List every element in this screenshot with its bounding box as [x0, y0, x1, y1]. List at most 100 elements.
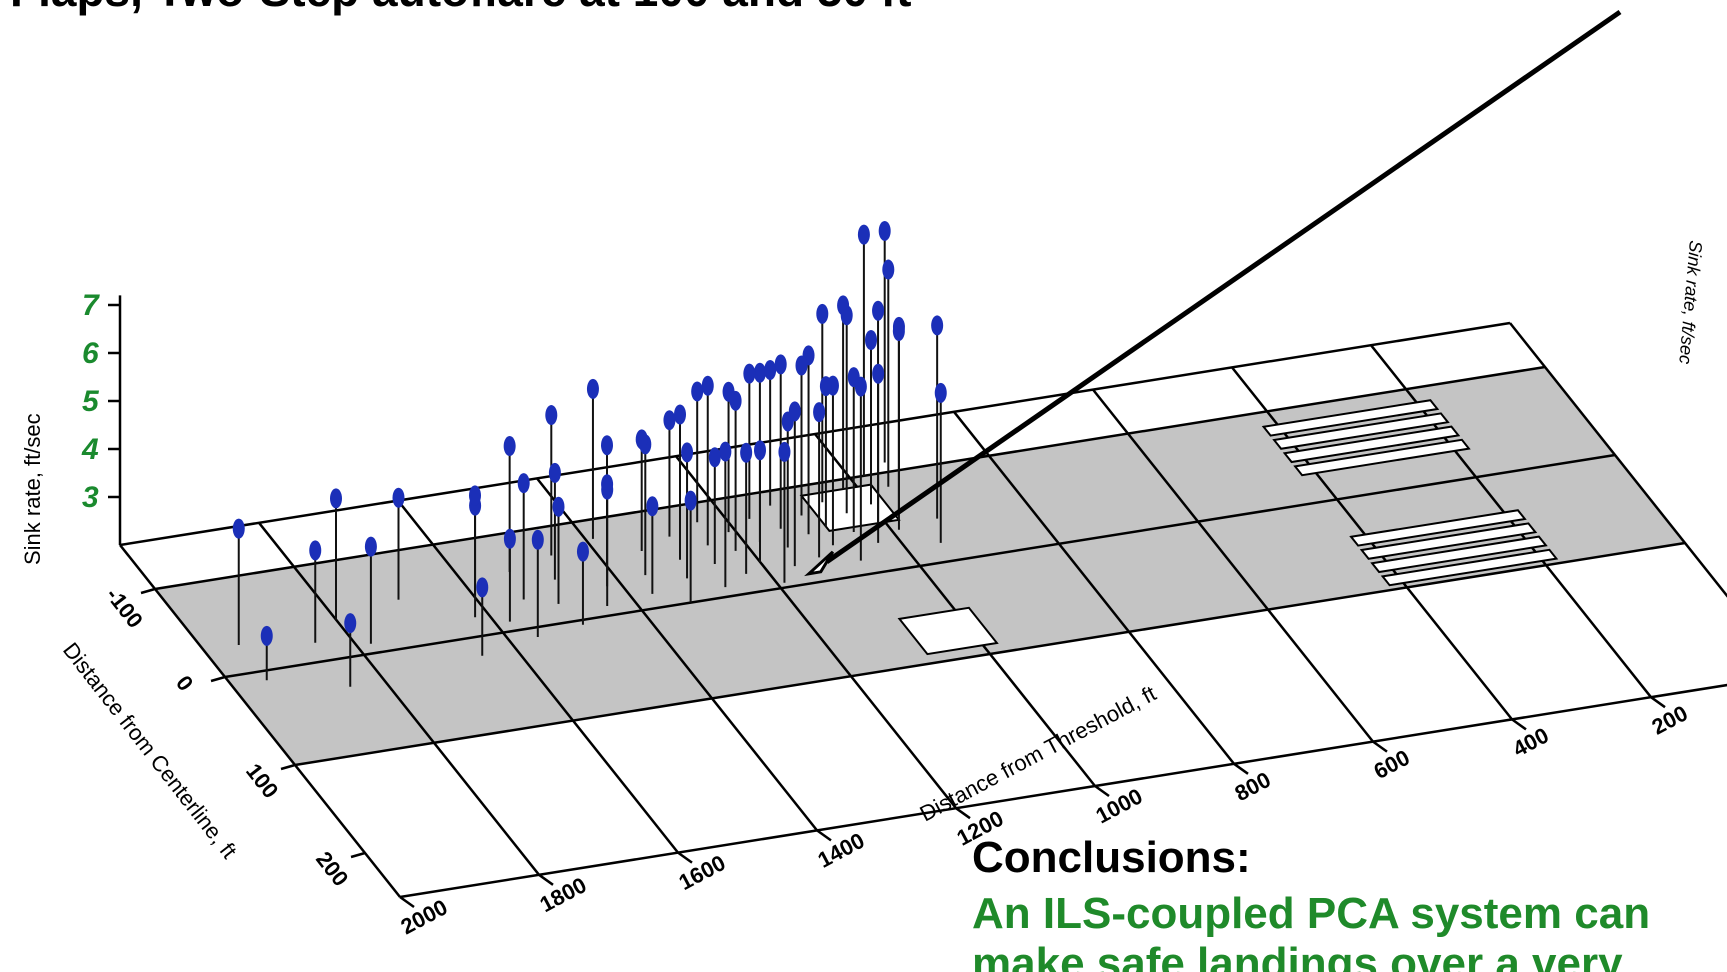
grid-line-y — [224, 453, 1616, 679]
y-tick-label: 0 — [171, 671, 198, 696]
data-point — [795, 355, 808, 376]
grid-line-x — [675, 455, 957, 809]
chart-title: Flaps, Two-Step autoflare at 100 and 50 … — [10, 0, 911, 16]
data-point — [743, 363, 756, 384]
runway-markings — [799, 399, 1559, 656]
y-tick-label: 100 — [241, 759, 283, 803]
conclusions-line-1: An ILS-coupled PCA system can — [972, 889, 1650, 938]
grid-line-x — [1092, 388, 1374, 743]
arrowhead — [804, 550, 835, 577]
x-tick — [816, 829, 832, 842]
data-point — [503, 528, 516, 549]
x-tick-label: 200 — [1648, 700, 1692, 739]
x-tick — [538, 873, 554, 886]
x-tick — [1094, 784, 1110, 798]
data-point — [545, 405, 558, 426]
data-point — [364, 536, 377, 557]
threshold-bar — [1349, 509, 1527, 547]
data-point — [601, 474, 614, 495]
data-point — [934, 382, 947, 403]
arrow-shaft — [825, 9, 1622, 564]
data-point — [719, 441, 732, 462]
data-point — [892, 321, 905, 342]
data-point — [774, 354, 787, 375]
threshold-bar — [1272, 412, 1450, 450]
threshold-bar — [1293, 438, 1471, 477]
data-point — [684, 490, 697, 511]
data-point — [819, 376, 832, 397]
grid-line-x — [397, 499, 679, 854]
data-point — [503, 436, 516, 457]
data-point — [469, 485, 481, 506]
data-point — [740, 442, 753, 463]
grid-line-x — [536, 477, 818, 832]
data-point — [330, 488, 342, 509]
data-point — [813, 402, 826, 423]
data-point — [865, 330, 877, 350]
data-point — [232, 518, 245, 539]
y-tick — [210, 675, 226, 683]
data-point — [882, 259, 895, 280]
grid-line-y — [294, 541, 1686, 767]
z-axis-title: Sink rate, ft/sec — [20, 413, 45, 565]
threshold-bar — [1359, 522, 1538, 560]
x-tick — [1511, 718, 1527, 731]
data-point — [476, 577, 489, 598]
y-axis-title: Distance from Centerline, ft — [58, 638, 242, 863]
data-point — [872, 300, 885, 321]
z-tick-label: 7 — [82, 289, 100, 322]
data-point — [646, 496, 659, 517]
y-tick — [350, 851, 366, 859]
grid-line-x — [258, 522, 540, 876]
data-stems — [237, 236, 942, 687]
x-tick-label: 600 — [1370, 745, 1414, 784]
data-point — [663, 410, 676, 431]
z-axis-left: 3 4 5 6 7 — [81, 289, 122, 545]
y-tick — [280, 763, 296, 771]
data-point — [691, 381, 704, 402]
z-tick-label: 3 — [82, 481, 99, 514]
data-point — [260, 625, 273, 646]
grid-line-x — [1509, 322, 1727, 598]
threshold-bar — [1370, 535, 1548, 574]
data-point — [837, 295, 850, 316]
x-tick — [1650, 696, 1666, 709]
data-point — [878, 220, 891, 241]
z-tick-label: 6 — [82, 337, 99, 370]
data-point — [816, 303, 829, 324]
z-tick-label: 5 — [82, 385, 100, 418]
y-tick — [140, 587, 156, 595]
data-point — [722, 381, 735, 402]
grid-lines — [119, 321, 1727, 899]
data-point — [531, 529, 544, 550]
grid-line-x — [119, 544, 401, 898]
data-point — [576, 541, 589, 562]
data-point — [708, 447, 721, 468]
z-axis-title-right: Sink rate, ft/sec — [1675, 240, 1706, 365]
y-tick-label: 200 — [311, 847, 353, 891]
grid-line-y — [119, 321, 1511, 547]
data-point — [635, 429, 648, 450]
touchdown-box — [897, 606, 999, 656]
z-tick-label: 4 — [81, 433, 99, 466]
data-points — [232, 220, 947, 646]
data-point — [309, 540, 322, 561]
x-tick — [677, 851, 693, 864]
data-point — [344, 613, 357, 634]
threshold-bar — [1261, 399, 1440, 437]
data-point — [601, 435, 613, 456]
data-point — [778, 441, 791, 462]
conclusions-heading: Conclusions: — [972, 833, 1251, 882]
data-point — [681, 442, 694, 463]
data-point — [754, 440, 766, 461]
grid-line-x — [953, 411, 1235, 765]
data-point — [552, 496, 565, 517]
conclusions-line-2: make safe landings over a very — [972, 939, 1623, 972]
data-point — [674, 404, 686, 425]
data-point — [857, 224, 870, 245]
threshold-bar — [1380, 548, 1559, 587]
grid-line-y — [154, 365, 1546, 591]
x-tick — [1233, 762, 1249, 775]
data-point — [847, 367, 860, 388]
